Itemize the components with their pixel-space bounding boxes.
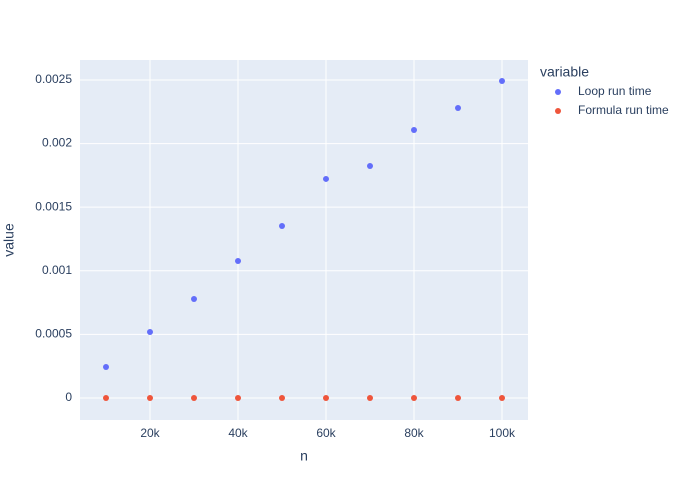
- y-axis-title: value: [1, 223, 17, 257]
- data-point: [411, 394, 418, 401]
- data-point: [234, 394, 241, 401]
- data-point: [190, 296, 197, 303]
- data-point: [499, 77, 506, 84]
- x-tick-label: 40k: [228, 426, 248, 440]
- y-tick-label: 0.0005: [35, 327, 72, 341]
- x-tick-label: 60k: [316, 426, 336, 440]
- data-point: [323, 175, 330, 182]
- x-tick-label: 80k: [404, 426, 424, 440]
- data-point: [367, 394, 374, 401]
- x-tick-label: 20k: [140, 426, 160, 440]
- data-point: [278, 223, 285, 230]
- y-tick-label: 0.0015: [35, 199, 72, 213]
- data-point: [278, 394, 285, 401]
- legend-label[interactable]: Loop run time: [578, 84, 652, 98]
- data-point: [190, 394, 197, 401]
- data-point: [102, 363, 109, 370]
- data-point: [146, 394, 153, 401]
- legend-label[interactable]: Formula run time: [578, 103, 669, 117]
- legend-marker[interactable]: [555, 89, 561, 95]
- data-point: [367, 162, 374, 169]
- y-tick-label: 0.002: [42, 136, 72, 150]
- data-point: [102, 394, 109, 401]
- data-point: [146, 328, 153, 335]
- y-tick-label: 0: [65, 390, 72, 404]
- data-point: [455, 394, 462, 401]
- data-point: [455, 104, 462, 111]
- legend-title: variable: [540, 64, 589, 80]
- plot-area: [80, 60, 528, 420]
- x-tick-label: 100k: [489, 426, 516, 440]
- legend-marker[interactable]: [555, 108, 561, 114]
- data-point: [499, 394, 506, 401]
- data-point: [234, 257, 241, 264]
- data-point: [323, 394, 330, 401]
- y-tick-label: 0.001: [42, 263, 72, 277]
- x-axis-title: n: [300, 448, 308, 464]
- data-point: [411, 126, 418, 133]
- y-tick-label: 0.0025: [35, 72, 72, 86]
